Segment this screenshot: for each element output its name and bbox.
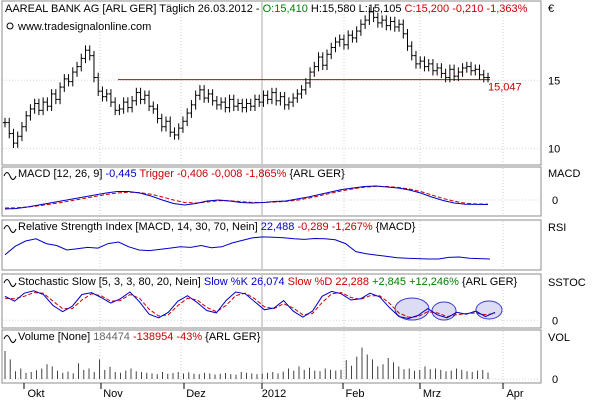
volume-header-part: 184474 xyxy=(93,331,130,343)
rsi-right-label: RSI xyxy=(548,222,566,234)
x-tick-label: 2012 xyxy=(262,388,286,400)
macd-trigger-line xyxy=(4,185,489,209)
text-layer: 10 15 AAREAL BANK AG [ARL GER] Täglich 26.… xyxy=(3,3,586,400)
stochastic-header-part: Slow %K 26,074 xyxy=(204,276,285,288)
macd-header-part: -0,445 xyxy=(105,168,136,180)
macd-right-label: MACD xyxy=(548,168,580,180)
macd-y-tick: 0 xyxy=(552,195,558,207)
stochastic-header-part: {ARL GER} xyxy=(459,276,518,288)
macd-line xyxy=(4,185,489,210)
price-y-tick: 10 xyxy=(548,144,560,156)
watermark-text: www.tradesignalonline.com xyxy=(17,21,151,33)
volume-header-part: -138954 -43% xyxy=(130,331,202,343)
series-layer xyxy=(3,7,503,379)
grid-layer xyxy=(3,2,540,382)
x-tick-label: Mrz xyxy=(423,388,441,400)
panel-frame-volume xyxy=(1,329,542,384)
volume-header-part: {ARL GER} xyxy=(202,331,261,343)
rsi-header: Relative Strength Index [MACD, 14, 30, 7… xyxy=(18,221,416,233)
x-tick-label: Dez xyxy=(186,388,206,400)
x-tick-label: Okt xyxy=(27,388,44,400)
price-header-part: H:15,580 L:15,105 xyxy=(308,3,405,15)
indicator-icon xyxy=(3,335,17,343)
rsi-header-part: 22,488 xyxy=(261,221,295,233)
macd-header-part: Trigger -0,406 -0,008 -1,865% xyxy=(137,168,287,180)
currency-label: € xyxy=(548,3,554,15)
rsi-header-part: -0,289 -1,267% xyxy=(294,221,372,233)
watermark-icon xyxy=(6,22,14,30)
indicator-icon xyxy=(3,225,17,233)
stochastic-header-part: Stochastic Slow [5, 3, 3, 80, 20, Nein] xyxy=(18,276,204,288)
stochastic-header-part: +2,845 +12,246% xyxy=(369,276,459,288)
panel-frame-price xyxy=(1,0,542,166)
panel-frame-rsi xyxy=(1,219,542,271)
panel-frame-stochastic xyxy=(1,273,542,329)
stoch-right-label: SSTOC xyxy=(548,277,586,289)
stochastic-header-part: Slow %D 22,288 xyxy=(285,276,369,288)
volume-header: Volume [None] 184474 -138954 -43% {ARL G… xyxy=(18,331,261,343)
resistance-label: 15,047 xyxy=(488,82,522,94)
indicator-icon xyxy=(3,279,17,287)
x-tick-label: Feb xyxy=(346,388,365,400)
volume-header-part: Volume [None] xyxy=(18,331,93,343)
x-tick-label: Nov xyxy=(103,388,123,400)
rsi-header-part: {MACD} xyxy=(373,221,416,233)
price-header: AAREAL BANK AG [ARL GER] Täglich 26.03.2… xyxy=(5,3,528,15)
volume-right-label: VOL xyxy=(548,332,570,344)
x-tick-label: Apr xyxy=(506,388,523,400)
macd-header: MACD [12, 26, 9] -0,445 Trigger -0,406 -… xyxy=(18,168,345,180)
rsi-line xyxy=(4,236,491,260)
rsi-header-part: Relative Strength Index [MACD, 14, 30, 7… xyxy=(18,221,261,233)
stoch-y-tick: 0 xyxy=(552,315,558,327)
stochastic-header: Stochastic Slow [5, 3, 3, 80, 20, Nein] … xyxy=(18,276,518,288)
price-header-part: AAREAL BANK AG [ARL GER] Täglich 26.03.2… xyxy=(5,3,263,15)
stoch-k-line xyxy=(4,290,496,320)
frame-layer xyxy=(1,0,542,389)
price-header-part: O:15,410 xyxy=(263,3,308,15)
volume-y-tick: 0 xyxy=(552,374,558,386)
indicator-icon xyxy=(3,172,17,180)
price-y-tick: 15 xyxy=(548,75,560,87)
macd-header-part: {ARL GER} xyxy=(286,168,345,180)
price-header-part: C:15,200 -0,210 -1,363% xyxy=(405,3,528,15)
macd-header-part: MACD [12, 26, 9] xyxy=(18,168,105,180)
panel-frame-macd xyxy=(1,166,542,217)
oversold-area xyxy=(475,300,503,320)
